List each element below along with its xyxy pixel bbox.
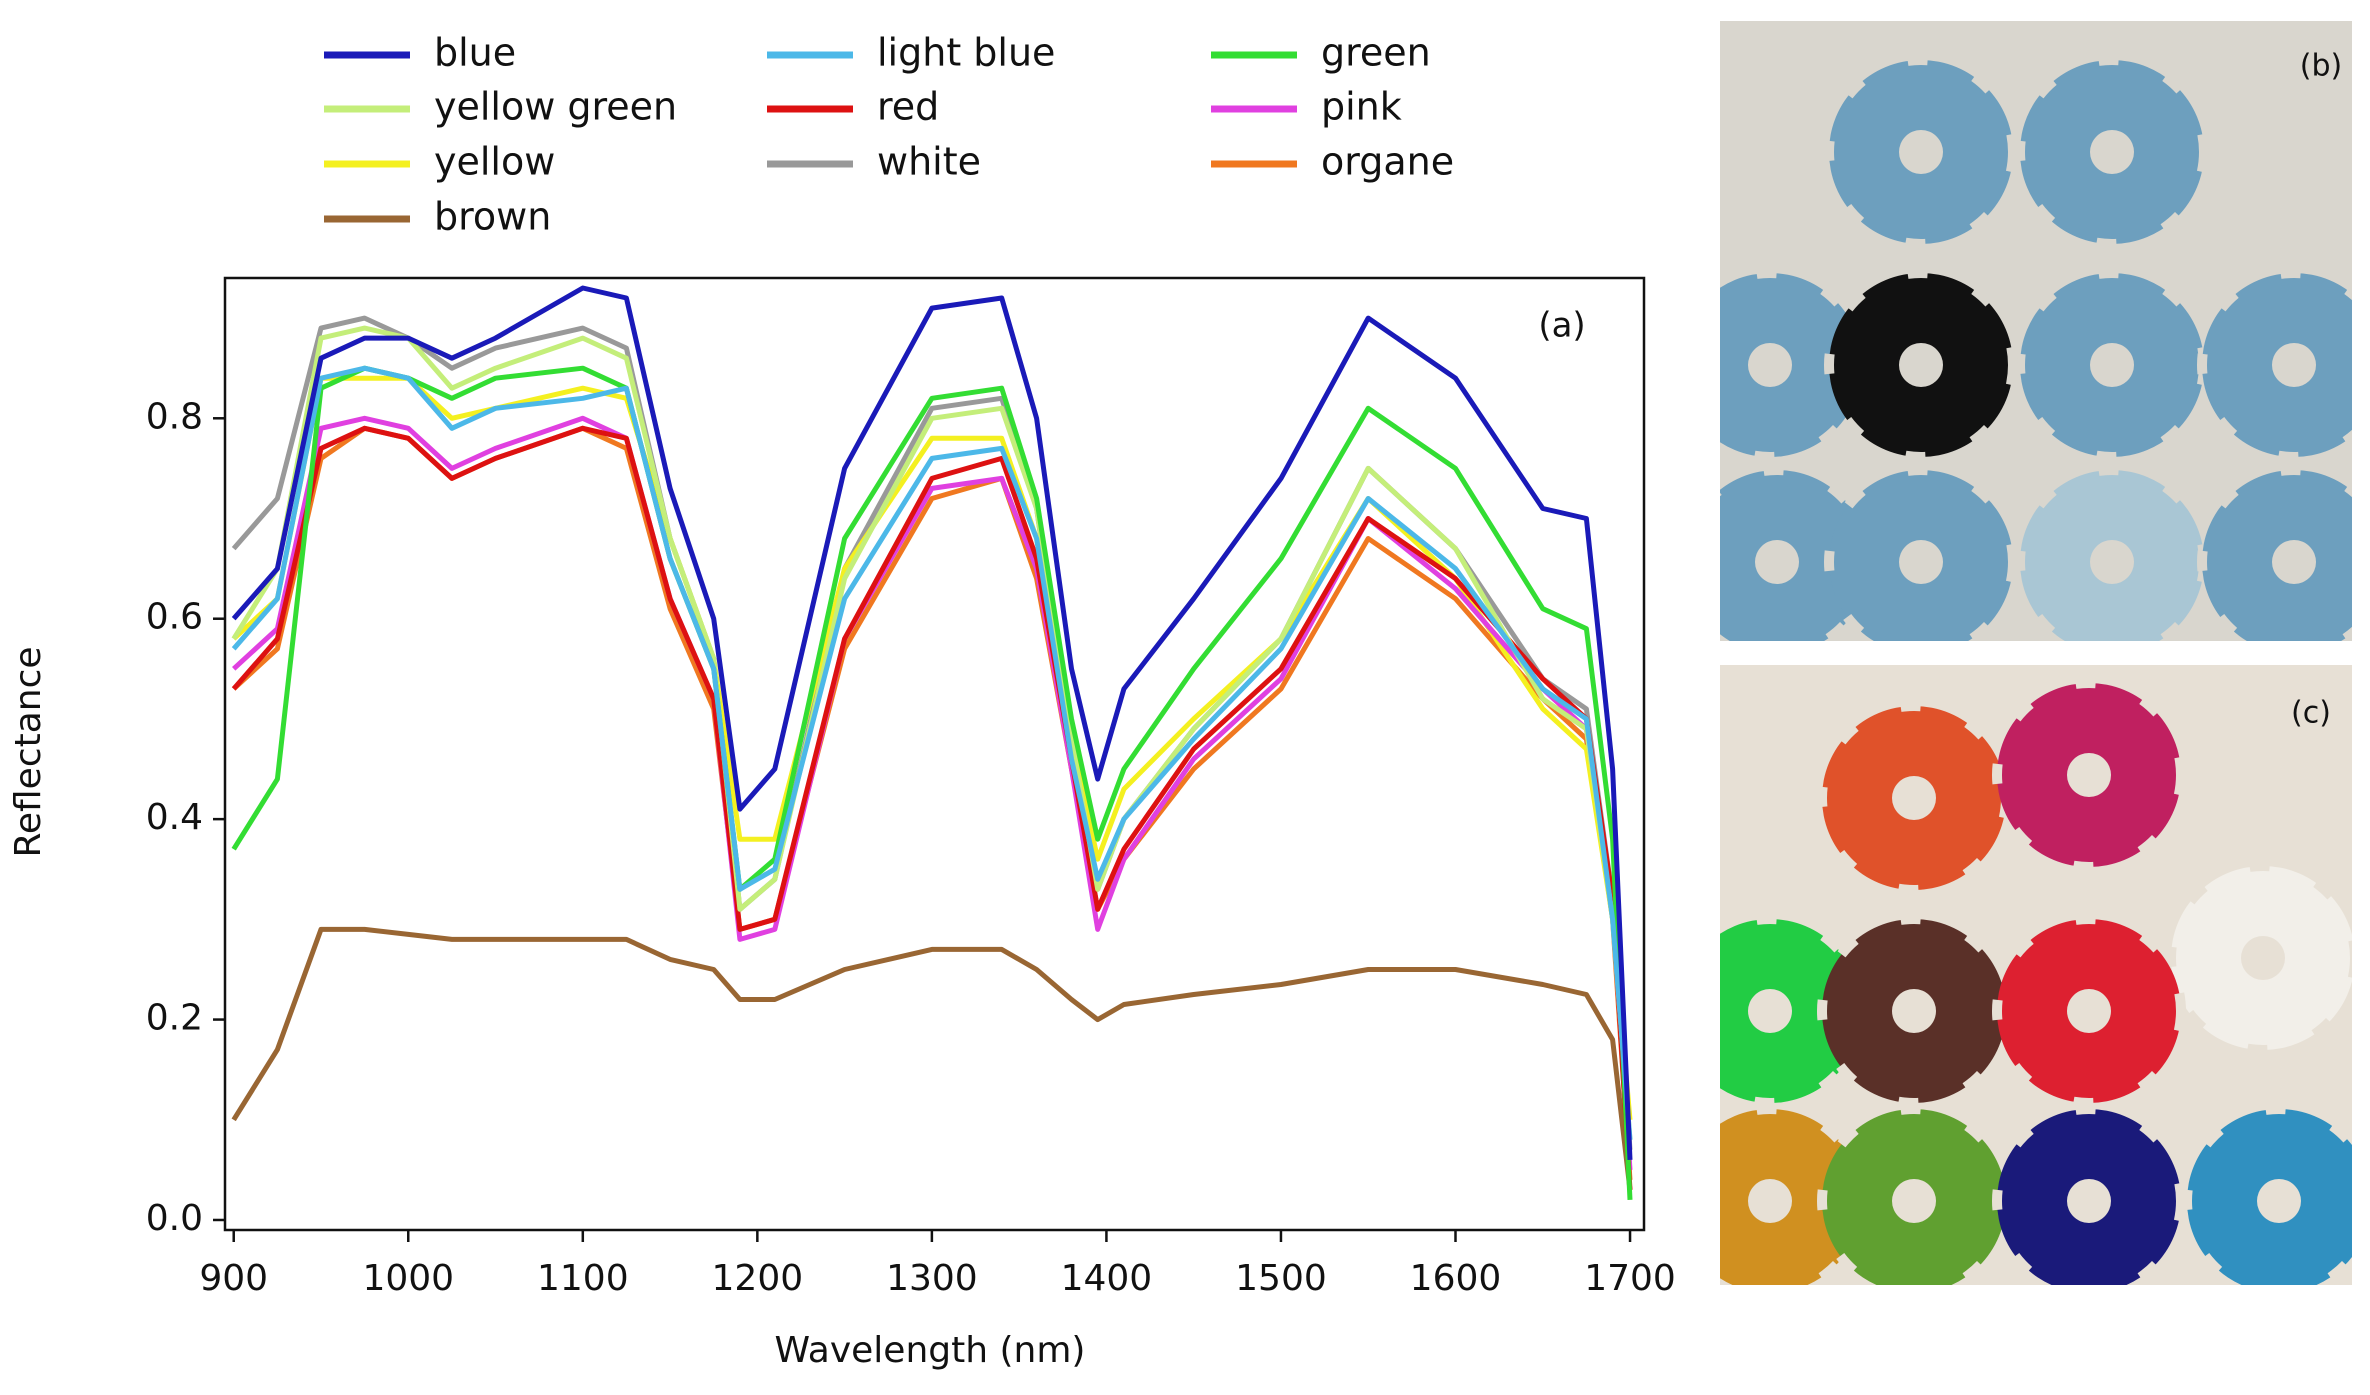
photo-c: (c) <box>1720 665 2352 1285</box>
legend-label: blue <box>434 31 516 75</box>
x-axis-label: Wavelength (nm) <box>775 1330 1086 1371</box>
y-tick-label: 0.6 <box>146 597 203 638</box>
y-axis-label: Reflectance <box>8 646 49 857</box>
x-tick-label: 1600 <box>1410 1258 1502 1299</box>
plot-frame <box>223 276 1646 1232</box>
x-tick-label: 900 <box>199 1258 268 1299</box>
series-line <box>231 365 1633 1201</box>
x-tick-label: 1000 <box>362 1258 454 1299</box>
y-tick-label: 0.8 <box>146 396 203 437</box>
series-line <box>231 926 1633 1191</box>
legend-label: red <box>877 85 939 129</box>
x-tick-label: 1500 <box>1235 1258 1327 1299</box>
legend-label: green <box>1321 31 1431 75</box>
series-line <box>231 285 1633 1161</box>
y-tick-label: 0.4 <box>146 797 203 838</box>
y-tick-label: 0.2 <box>146 998 203 1039</box>
legend-label: light blue <box>877 31 1055 75</box>
x-tick-label: 1700 <box>1584 1258 1676 1299</box>
legend-label: yellow <box>434 140 555 184</box>
photo-label: (c) <box>2291 696 2331 731</box>
x-tick-label: 1100 <box>537 1258 629 1299</box>
series-line <box>231 325 1633 1140</box>
series-line <box>232 415 1633 1171</box>
series-line <box>231 365 1633 1140</box>
y-tick-label: 0.0 <box>146 1198 203 1239</box>
legend-label: yellow green <box>434 85 677 129</box>
series-line <box>231 425 1633 1191</box>
legend-label: organe <box>1321 140 1454 184</box>
x-tick-label: 1300 <box>886 1258 978 1299</box>
photo-label: (b) <box>2300 49 2342 84</box>
legend-label: brown <box>434 195 551 239</box>
panel-label: (a) <box>1538 306 1585 346</box>
legend-label: pink <box>1321 85 1402 129</box>
photo-b: (b) <box>1720 21 2352 641</box>
legend-label: white <box>877 140 981 184</box>
x-tick-label: 1200 <box>712 1258 804 1299</box>
x-tick-label: 1400 <box>1061 1258 1153 1299</box>
